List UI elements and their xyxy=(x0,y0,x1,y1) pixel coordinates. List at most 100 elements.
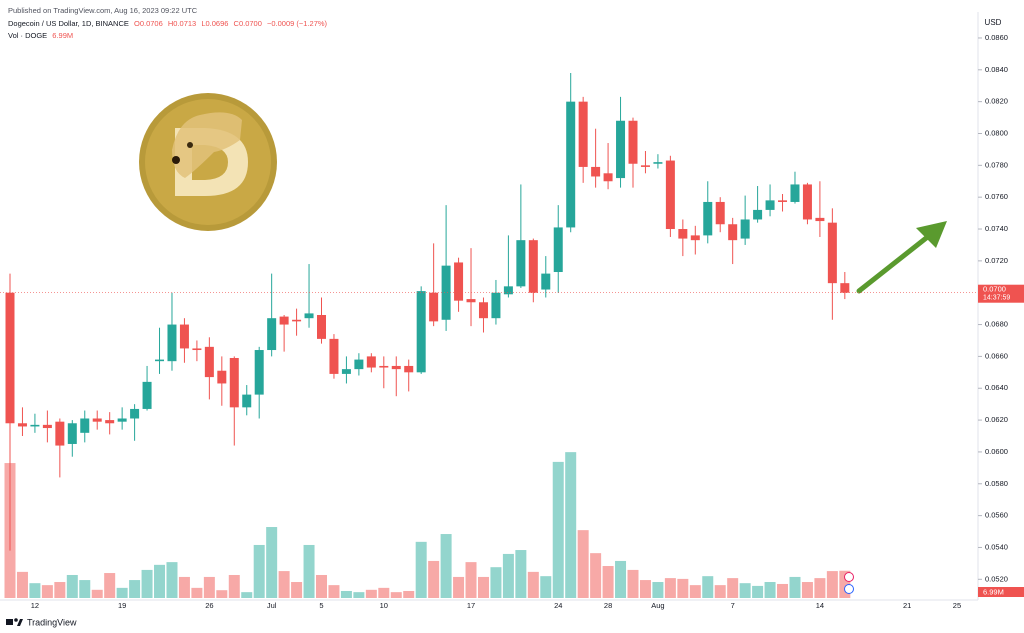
volume-bar xyxy=(216,590,228,598)
candle-body xyxy=(466,299,476,303)
candle-body xyxy=(802,184,812,220)
candle-body xyxy=(279,316,289,325)
candle-body xyxy=(715,201,725,225)
volume-bar xyxy=(91,589,103,598)
volume-bar xyxy=(241,592,253,598)
volume-bar xyxy=(328,585,340,598)
y-tick-label: 0.0540 xyxy=(985,542,1008,551)
candle-body xyxy=(503,286,513,295)
candle-body xyxy=(703,201,713,236)
candle-body xyxy=(254,350,264,395)
volume-bar xyxy=(453,576,465,598)
volume-bar xyxy=(191,587,203,598)
volume-bar xyxy=(652,582,664,598)
volume-bar xyxy=(552,461,564,598)
x-tick-label: 17 xyxy=(467,601,475,610)
candle-body xyxy=(354,359,364,370)
volume-bar xyxy=(154,564,166,598)
volume-bar xyxy=(615,560,627,598)
last-price-label: 0.0700 xyxy=(983,285,1006,294)
volume-bar xyxy=(178,576,190,598)
candle-body xyxy=(67,423,77,444)
y-tick-label: 0.0740 xyxy=(985,224,1008,233)
volume-bar xyxy=(440,534,452,598)
volume-bar xyxy=(29,583,41,598)
volume-box xyxy=(978,587,1024,597)
candle-body xyxy=(815,217,825,222)
candle-body xyxy=(366,356,376,368)
volume-bar xyxy=(465,562,477,598)
candle-body xyxy=(267,318,277,351)
candle-body xyxy=(341,369,351,374)
volume-bar xyxy=(515,550,527,598)
volume-bar xyxy=(16,571,28,598)
volume-bar xyxy=(166,562,178,598)
volume-bar xyxy=(291,582,303,598)
footer-brand: TradingView xyxy=(27,617,77,627)
candle-body xyxy=(591,166,601,177)
candle-body xyxy=(130,408,140,419)
y-tick-label: 0.0800 xyxy=(985,128,1008,137)
candle-body xyxy=(42,424,52,429)
y-tick-label: 0.0620 xyxy=(985,415,1008,424)
y-tick-label: 0.0560 xyxy=(985,511,1008,520)
y-tick-label: 0.0780 xyxy=(985,160,1008,169)
volume-bar xyxy=(365,589,377,598)
candle-body xyxy=(292,319,302,322)
x-tick-label: 14 xyxy=(816,601,824,610)
last-price-box xyxy=(978,284,1024,303)
x-tick-label: 10 xyxy=(380,601,388,610)
legend-line: Dogecoin / US Dollar, 1D, BINANCE O0.070… xyxy=(8,19,330,28)
candle-body xyxy=(391,365,401,370)
y-tick-label: 0.0520 xyxy=(985,574,1008,583)
candle-body xyxy=(690,235,700,241)
ohlc-close: C0.0700 xyxy=(233,19,262,28)
volume-bar xyxy=(415,541,427,598)
x-tick-label: 26 xyxy=(205,601,213,610)
trend-arrow xyxy=(856,221,947,294)
volume-bar xyxy=(104,573,116,598)
candle-body xyxy=(765,200,775,210)
volume-bar xyxy=(739,583,751,598)
candle-body xyxy=(665,160,675,230)
y-tick-label: 0.0840 xyxy=(985,65,1008,74)
volume-box-label: 6.99M xyxy=(983,587,1004,596)
candle-body xyxy=(603,173,613,182)
volume-bar xyxy=(41,585,53,598)
volume-bar xyxy=(66,574,78,598)
candle-body xyxy=(728,224,738,241)
x-tick-label: 7 xyxy=(731,601,735,610)
x-tick-label: 19 xyxy=(118,601,126,610)
candle-body xyxy=(753,209,763,220)
candle-body xyxy=(317,315,326,339)
volume-bar xyxy=(777,583,789,598)
candle-body xyxy=(441,265,451,320)
volume-bar xyxy=(353,592,365,598)
candle-body xyxy=(790,184,800,202)
candle-body xyxy=(80,418,90,433)
candle-body xyxy=(740,219,750,239)
candle-body xyxy=(404,365,414,373)
volume-bar xyxy=(129,580,141,598)
currency-label: USD xyxy=(985,18,1002,27)
x-tick-label: 28 xyxy=(604,601,612,610)
volume-bar xyxy=(253,544,265,598)
candle-body xyxy=(678,229,688,239)
event-icon xyxy=(844,572,854,582)
candle-body xyxy=(117,418,127,422)
x-tick-label: 21 xyxy=(903,601,911,610)
volume-bar xyxy=(378,587,390,598)
volume-bar xyxy=(278,571,290,598)
volume-bar xyxy=(727,578,739,598)
ohlc-open: O0.0706 xyxy=(133,19,163,28)
volume-bar xyxy=(627,569,639,598)
candle-body xyxy=(491,292,501,319)
candle-body xyxy=(192,348,202,351)
candle-body xyxy=(416,291,426,373)
ohlc-change: −0.0009 (−1.27%) xyxy=(266,19,328,28)
volume-bar xyxy=(203,576,215,598)
candle-body xyxy=(840,283,850,293)
volume-bar xyxy=(141,569,153,598)
candle-body xyxy=(541,273,551,290)
